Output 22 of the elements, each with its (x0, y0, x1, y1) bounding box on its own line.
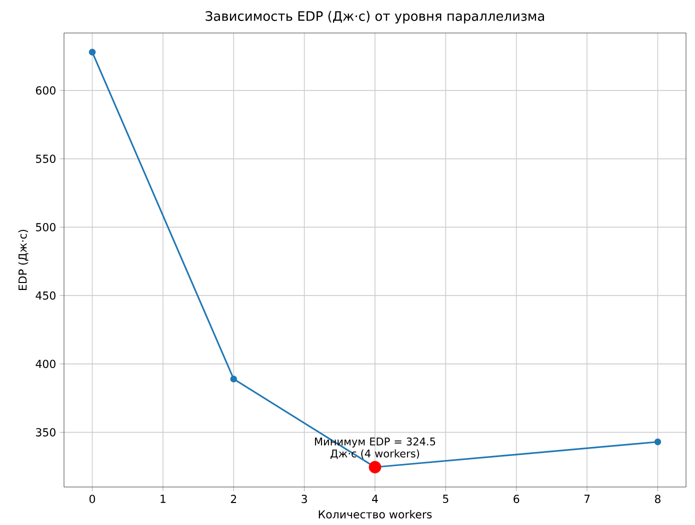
point (654, 438, 662, 446)
y-axis-title: EDP (Дж·с) (18, 230, 28, 290)
x-tick-label: 0 (90, 494, 96, 504)
x-tick-label: 5 (443, 494, 448, 503)
x-tick-label: 2 (230, 494, 236, 503)
x-tick-label: 1 (160, 494, 166, 503)
y-tick-label: 500 (36, 223, 56, 232)
y-tick-label: 550 (36, 154, 56, 163)
x-tick-label: 7 (584, 494, 590, 503)
x-axis-title: Количество workers (318, 510, 432, 518)
x-tick-label: 8 (654, 494, 660, 504)
point (230, 376, 238, 382)
point (368, 460, 382, 474)
y-tick-label: 350 (36, 428, 56, 436)
y-tick-label: 450 (36, 291, 56, 300)
x-tick-label: 4 (372, 494, 378, 503)
chart-title: Зависимость EDP (Дж·с) от уровня параллелизма (206, 10, 544, 24)
x-tick-label: 3 (302, 494, 307, 504)
y-tick-label: 400 (36, 360, 56, 368)
y-tick-label: 600 (36, 86, 56, 95)
x-tick-label: 6 (514, 494, 520, 504)
point (88, 48, 96, 56)
